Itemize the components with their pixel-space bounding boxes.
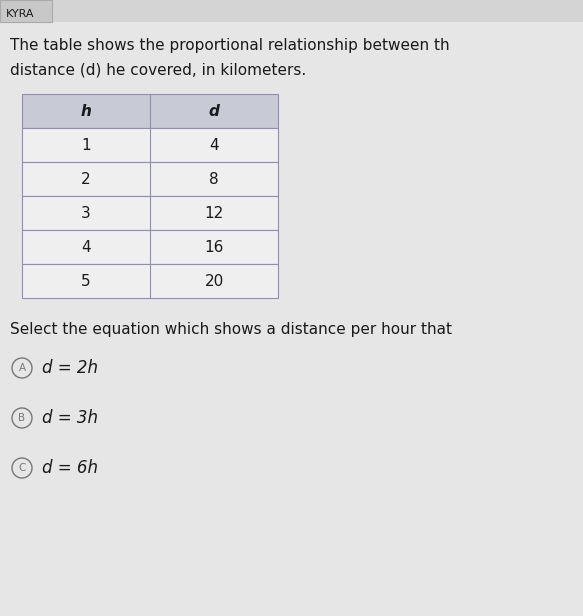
Bar — [22, 94, 278, 128]
Text: 8: 8 — [209, 171, 219, 187]
Text: 1: 1 — [81, 137, 91, 153]
Bar — [22, 128, 278, 162]
Text: C: C — [18, 463, 26, 473]
Text: 20: 20 — [205, 274, 224, 288]
Text: 12: 12 — [205, 206, 224, 221]
Text: 5: 5 — [81, 274, 91, 288]
Text: 2: 2 — [81, 171, 91, 187]
Text: 4: 4 — [209, 137, 219, 153]
Text: 4: 4 — [81, 240, 91, 254]
Bar — [22, 264, 278, 298]
Bar — [0, 0, 52, 22]
Bar — [22, 230, 278, 264]
Text: 16: 16 — [204, 240, 224, 254]
Text: Select the equation which shows a distance per hour that: Select the equation which shows a distan… — [10, 322, 452, 337]
Text: distance (d) he covered, in kilometers.: distance (d) he covered, in kilometers. — [10, 62, 306, 77]
Text: h: h — [80, 103, 92, 118]
Text: d = 6h: d = 6h — [42, 459, 98, 477]
Text: d = 3h: d = 3h — [42, 409, 98, 427]
Text: A: A — [19, 363, 26, 373]
Text: d = 2h: d = 2h — [42, 359, 98, 377]
Text: B: B — [19, 413, 26, 423]
Bar — [22, 196, 278, 230]
Bar — [22, 162, 278, 196]
Text: 3: 3 — [81, 206, 91, 221]
Text: The table shows the proportional relationship between th: The table shows the proportional relatio… — [10, 38, 449, 53]
Text: d: d — [209, 103, 219, 118]
Text: KYRA: KYRA — [6, 9, 34, 19]
